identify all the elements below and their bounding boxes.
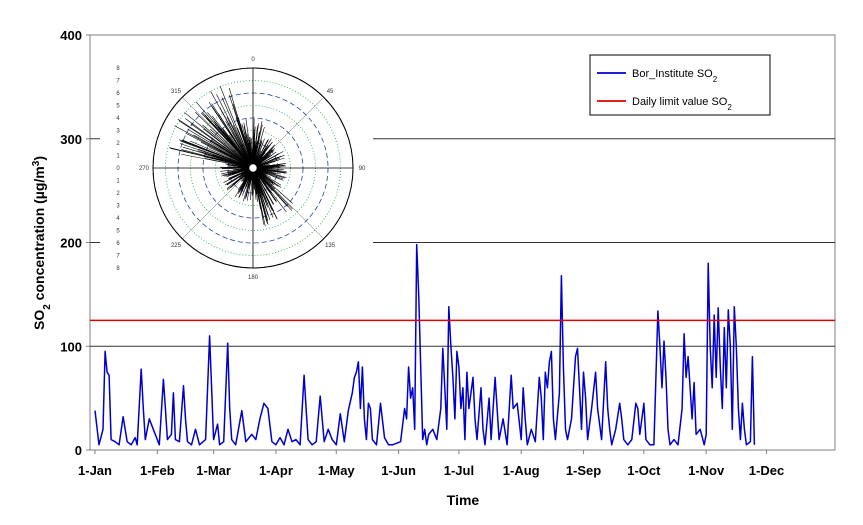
x-tick-label: 1-Jun [381, 463, 416, 478]
polar-angle-label: 180 [248, 275, 259, 281]
x-tick-label: 1-Sep [566, 463, 601, 478]
x-tick-label: 1-Nov [688, 463, 725, 478]
polar-angle-label: 270 [139, 166, 150, 172]
y-tick-label: 200 [60, 236, 82, 251]
x-tick-label: 1-Feb [140, 463, 175, 478]
x-tick-label: 1-Oct [627, 463, 661, 478]
y-tick-label: 300 [60, 132, 82, 147]
polar-angle-label: 135 [325, 243, 336, 249]
polar-angle-label: 90 [359, 166, 366, 172]
polar-angle-label: 315 [171, 89, 182, 95]
y-axis-title: SO2 concentration (µg/m3) [31, 156, 53, 330]
x-tick-label: 1-Mar [196, 463, 231, 478]
y-tick-label: 100 [60, 339, 82, 354]
x-tick-label: 1-May [318, 463, 356, 478]
x-axis-title: Time [447, 492, 480, 508]
y-tick-label: 400 [60, 28, 82, 43]
x-tick-label: 1-Aug [503, 463, 540, 478]
x-tick-label: 1-Dec [749, 463, 784, 478]
polar-angle-label: 225 [171, 243, 182, 249]
polar-angle-label: 45 [327, 89, 334, 95]
x-tick-label: 1-Jul [444, 463, 474, 478]
y-tick-label: 0 [75, 443, 82, 458]
y-axis-ticks: 0 100 200 300 400 [60, 28, 90, 458]
x-axis-ticks: 1-Jan 1-Feb 1-Mar 1-Apr 1-May 1-Jun 1-Jul 1-Aug… [78, 450, 784, 478]
x-tick-label: 1-Apr [259, 463, 293, 478]
polar-center [249, 164, 257, 172]
x-tick-label: 1-Jan [78, 463, 112, 478]
